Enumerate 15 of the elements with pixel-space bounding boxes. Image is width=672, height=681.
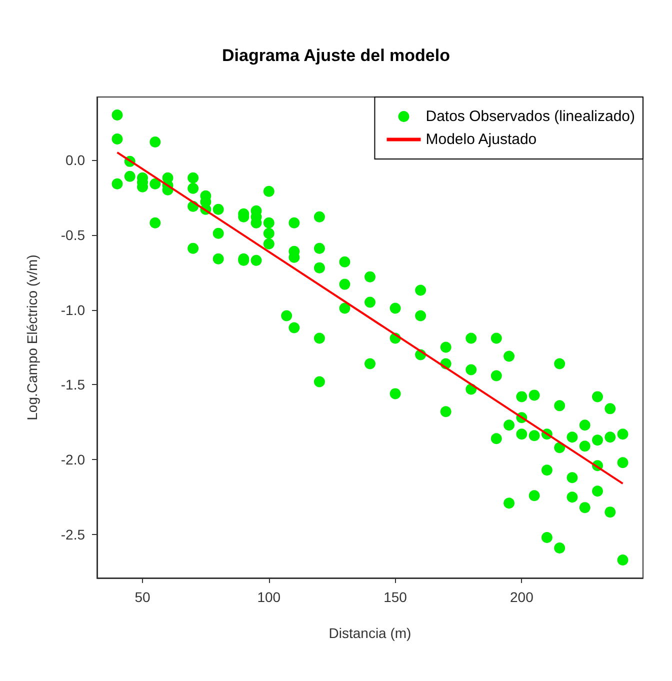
x-tick-label: 200 <box>510 589 534 605</box>
chart-title: Diagrama Ajuste del modelo <box>222 46 450 65</box>
x-tick-label: 150 <box>384 589 408 605</box>
y-tick-label: -1.5 <box>60 376 86 393</box>
x-axis-title: Distancia (m) <box>328 625 412 641</box>
y-tick-label: -2.5 <box>60 526 86 543</box>
legend-label: Modelo Ajustado <box>426 131 537 148</box>
y-axis-title: Log.Campo Eléctrico (v/m) <box>24 254 40 420</box>
y-tick-label: -0.5 <box>60 226 86 243</box>
legend-label: Datos Observados (linealizado) <box>426 108 636 125</box>
y-tick-label: -2.0 <box>60 452 86 468</box>
y-tick-label: -1.0 <box>60 302 86 318</box>
x-tick-label: 100 <box>257 589 281 605</box>
y-tick-label: 0.0 <box>66 152 86 168</box>
x-tick-label: 50 <box>134 589 150 605</box>
